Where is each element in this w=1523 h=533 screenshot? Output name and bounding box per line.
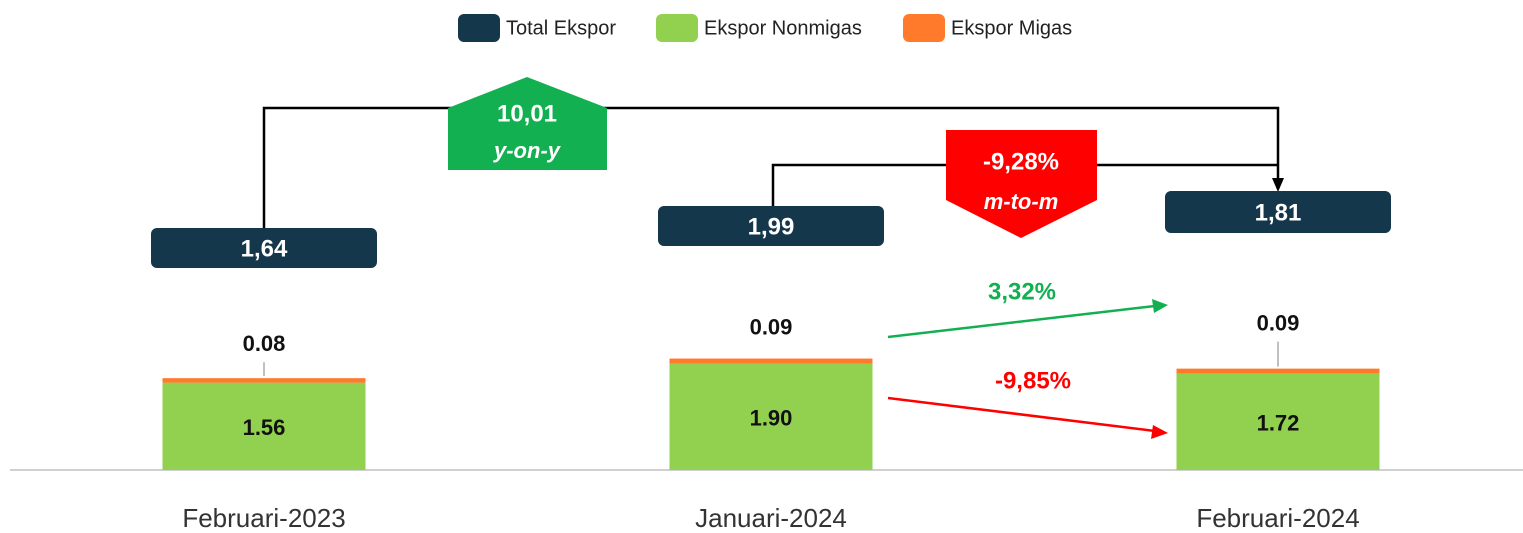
mtm-badge — [946, 130, 1097, 238]
migas-label: 0.09 — [1257, 310, 1300, 335]
bar-label: 1.90 — [750, 406, 793, 431]
bar-segment — [669, 358, 873, 364]
mtm-connector — [771, 163, 1278, 206]
x-tick-label: Februari-2023 — [182, 503, 345, 533]
arrow-head — [1272, 178, 1284, 192]
x-tick-label: Februari-2024 — [1196, 503, 1359, 533]
total-box — [151, 228, 377, 268]
migas-label: 0.08 — [243, 331, 286, 356]
bar-label: 1.72 — [1257, 411, 1300, 436]
legend-swatch — [458, 14, 500, 42]
legend-swatch — [656, 14, 698, 42]
nonmigas-change: -9,85% — [995, 367, 1071, 394]
bar-segment — [1176, 368, 1380, 374]
total-label: 1,81 — [1255, 199, 1302, 226]
bar-segment — [162, 378, 366, 383]
total-box — [658, 206, 884, 246]
x-tick-label: Januari-2024 — [695, 503, 847, 533]
migas-label: 0.09 — [750, 314, 793, 339]
yoy-connector — [262, 106, 1280, 228]
connectors — [262, 106, 1280, 228]
migas-change: 3,32% — [988, 278, 1056, 305]
bar-segment — [669, 363, 873, 470]
nonmigas-arrow-head — [1151, 425, 1168, 439]
legend-label: Total Ekspor — [506, 17, 616, 39]
yoy-value: 10,01 — [497, 100, 557, 127]
legend-swatch — [903, 14, 945, 42]
total-label: 1,64 — [241, 235, 288, 262]
mtm-label: m-to-m — [984, 189, 1059, 214]
migas-arrow-head — [1152, 299, 1168, 313]
total-label: 1,99 — [748, 213, 795, 240]
legend-label: Ekspor Migas — [951, 17, 1072, 39]
yoy-label: y-on-y — [493, 138, 562, 163]
bar-label: 1.56 — [243, 415, 286, 440]
legend-label: Ekspor Nonmigas — [704, 17, 862, 39]
total-box — [1165, 191, 1391, 233]
bar-segment — [162, 382, 366, 470]
yoy-badge — [448, 77, 607, 170]
nonmigas-arrow — [887, 396, 1156, 433]
bar-segment — [1176, 373, 1380, 470]
mtm-value: -9,28% — [983, 148, 1059, 175]
migas-arrow — [887, 304, 1156, 339]
